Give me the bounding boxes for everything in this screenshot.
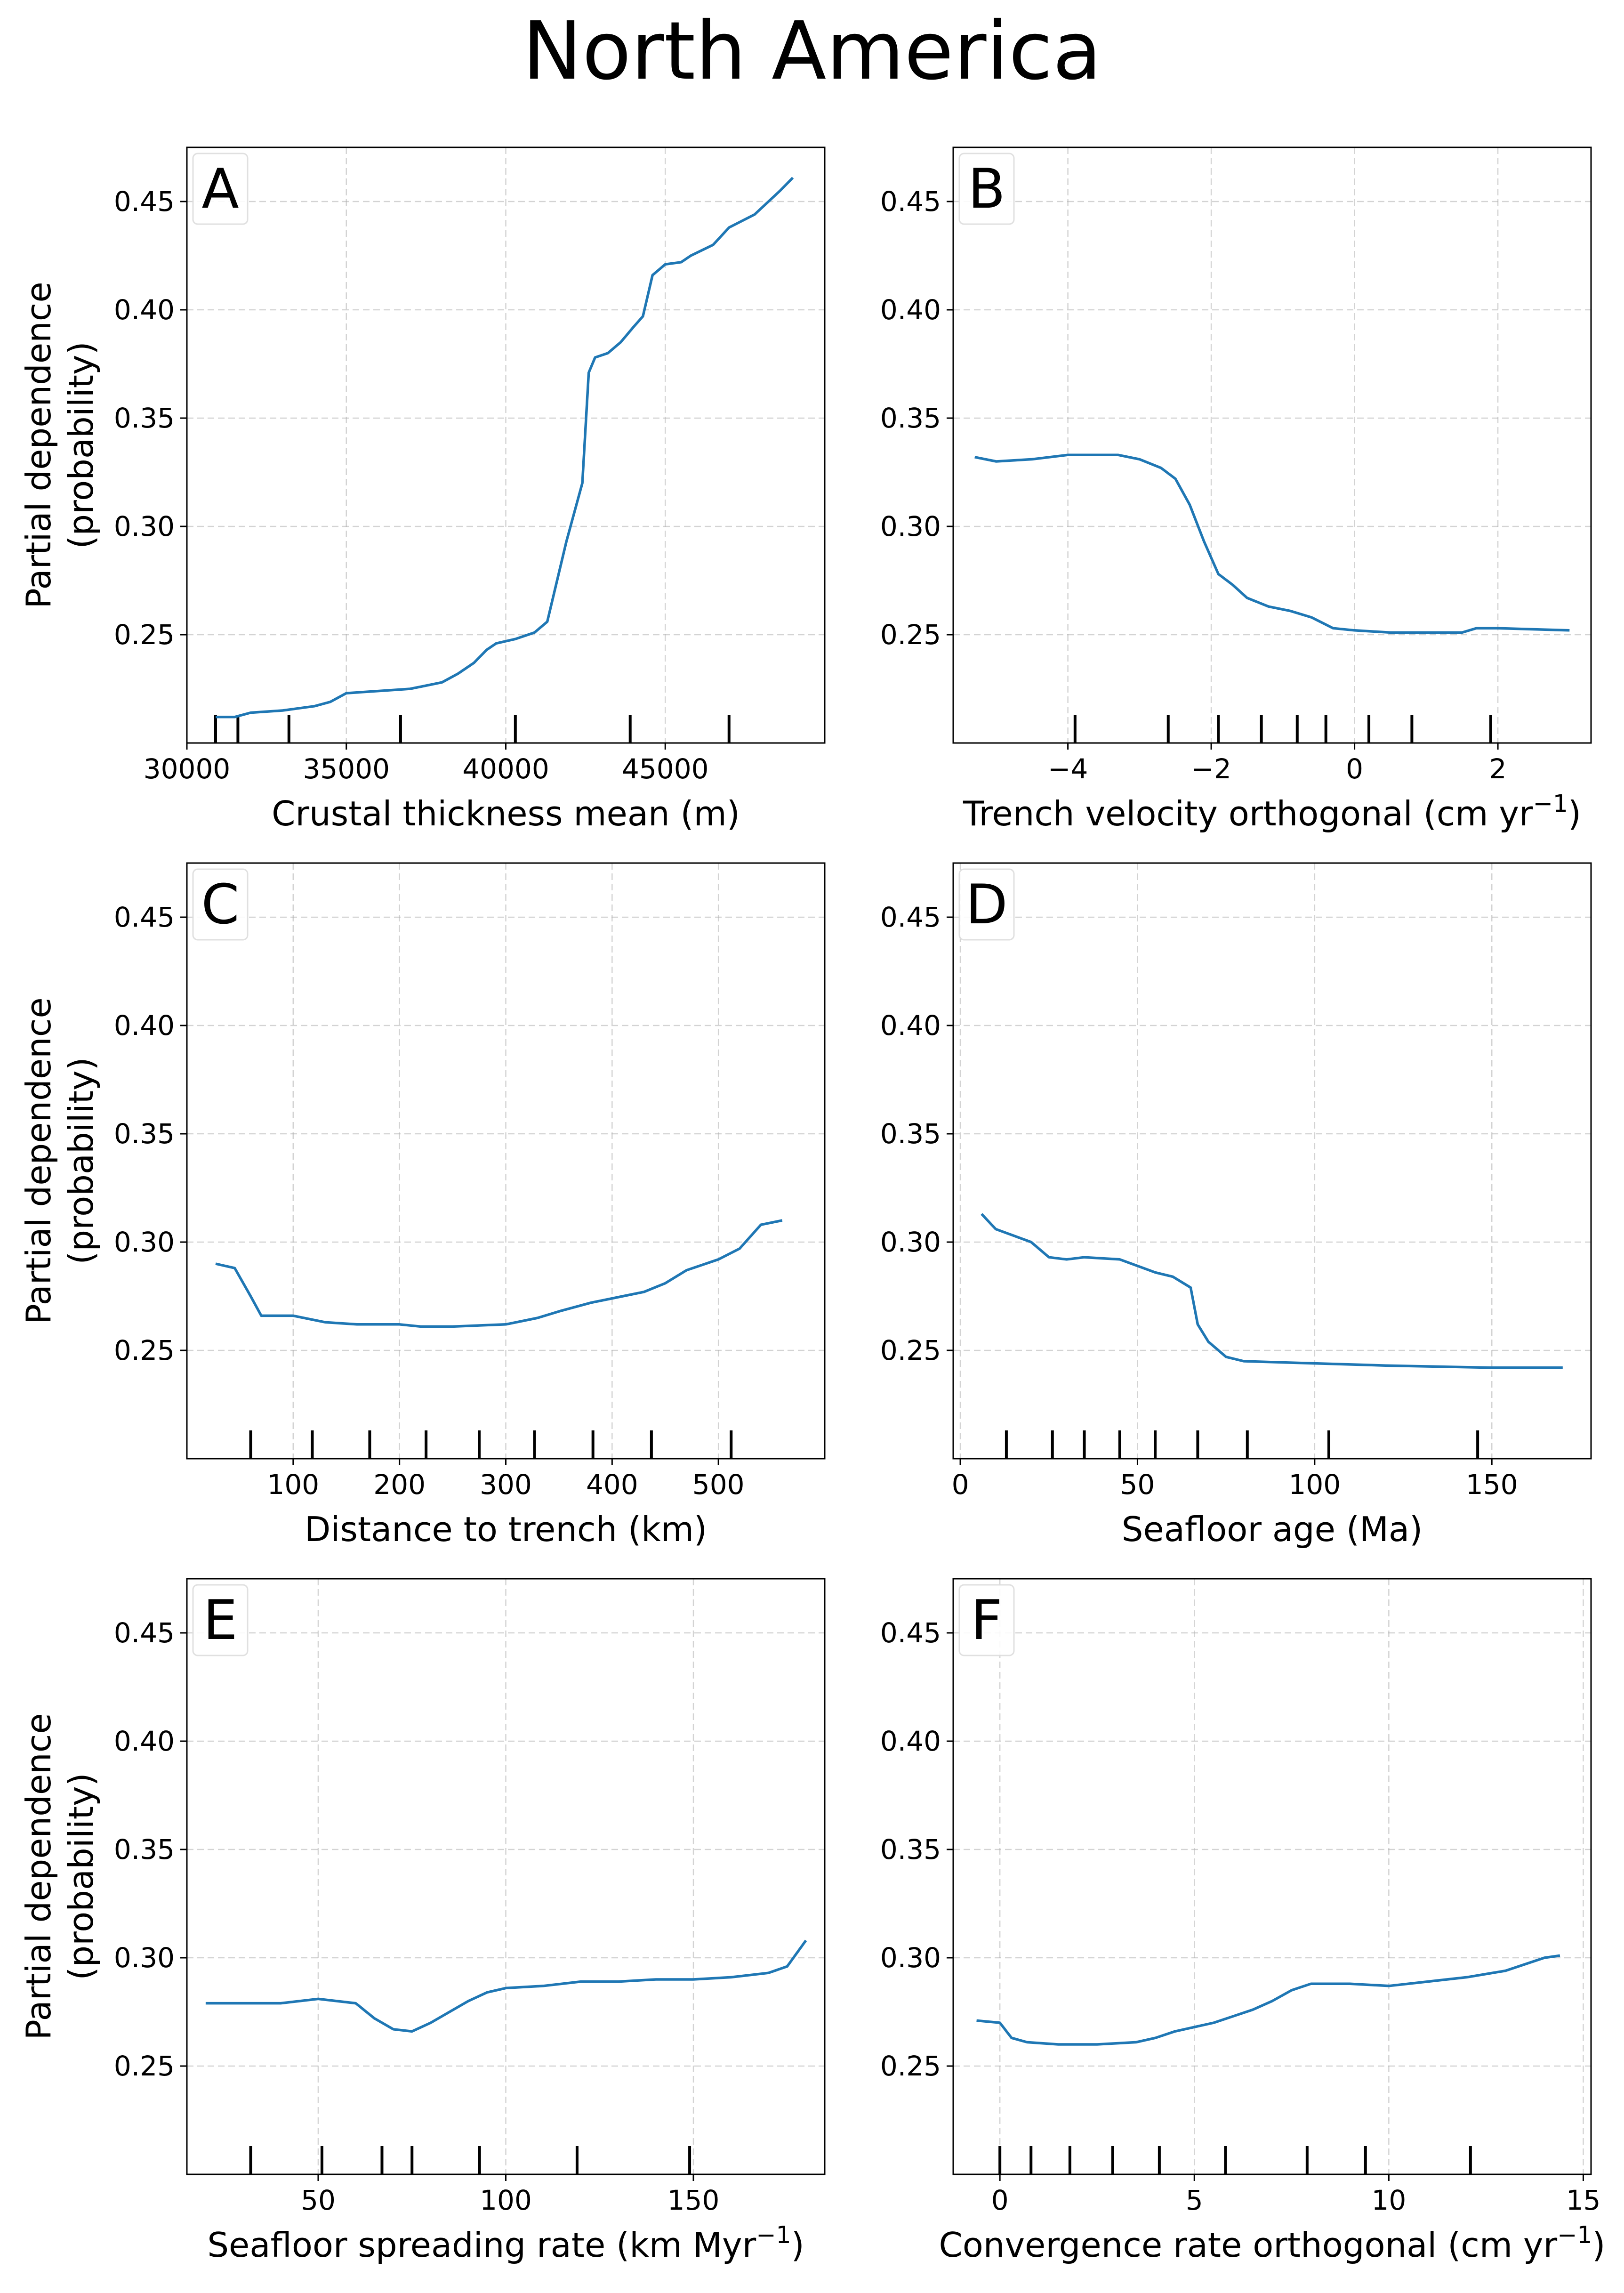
x-tick-label: 2: [1489, 753, 1507, 785]
x-tick-label: −2: [1191, 753, 1231, 785]
y-axis-label: Partial dependence(probability): [19, 282, 101, 608]
series-line: [215, 1219, 783, 1328]
y-tick-label: 0.25: [114, 1334, 175, 1366]
panel-f: 0 5 10 15 0.25 0.30 0.35 0.40 0.45 F Convergence r…: [880, 1578, 1606, 2265]
series-line: [981, 1213, 1563, 1369]
panel-e: 50 100 150 0.25 0.30 0.35 0.40 0.45 E Seafloor sp…: [19, 1578, 826, 2265]
x-tick-label: 150: [667, 2184, 720, 2216]
y-tick-label: 0.45: [114, 1617, 175, 1649]
y-tick-label: 0.45: [880, 186, 941, 218]
y-tick-label: 0.45: [114, 186, 175, 218]
y-tick-label: 0.30: [114, 510, 175, 542]
figure-title: North America: [522, 5, 1102, 98]
y-tick-label: 0.30: [114, 1226, 175, 1258]
panel-letter: B: [968, 157, 1005, 221]
y-axis-label: Partial dependence(probability): [19, 997, 101, 1324]
x-tick-label: 100: [1288, 1469, 1341, 1501]
y-tick-label: 0.30: [880, 510, 941, 542]
y-tick-label: 0.40: [880, 1009, 941, 1042]
series-line: [205, 1939, 807, 2033]
series-line: [974, 453, 1570, 634]
x-tick-label: 100: [267, 1469, 319, 1501]
panel-letter: C: [201, 873, 240, 937]
x-tick-label: 35000: [303, 753, 390, 785]
x-axis-label: Trench velocity orthogonal (cm yr−1): [963, 790, 1581, 834]
x-tick-label: 45000: [622, 753, 709, 785]
y-tick-label: 0.30: [114, 1942, 175, 1974]
y-tick-label: 0.35: [114, 1833, 175, 1865]
y-tick-label: 0.25: [880, 2050, 941, 2082]
y-tick-label: 0.30: [880, 1226, 941, 1258]
series-line: [976, 1954, 1560, 2046]
panel-b: −4 −2 0 2 0.25 0.30 0.35 0.40 0.45 B Trench veloci…: [880, 146, 1592, 834]
y-tick-label: 0.35: [880, 402, 941, 434]
y-tick-label: 0.35: [880, 1118, 941, 1150]
x-tick-label: 150: [1466, 1469, 1518, 1501]
panel-letter: F: [971, 1589, 1003, 1652]
x-tick-label: 0: [952, 1469, 969, 1501]
panel-letter: D: [965, 873, 1007, 937]
x-tick-label: 0: [991, 2184, 1009, 2216]
panel-d: 0 50 100 150 0.25 0.30 0.35 0.40 0.45 D Seafloor a…: [880, 862, 1592, 1549]
panel-c: 100 200 300 400 500 0.25 0.30 0.35 0.40 0.45 C Dist…: [19, 862, 826, 1549]
x-tick-label: 15: [1566, 2184, 1601, 2216]
panel-letter-box: [192, 153, 249, 225]
panel-letter-box: [192, 868, 249, 941]
y-tick-label: 0.25: [880, 1334, 941, 1366]
y-tick-label: 0.40: [880, 1725, 941, 1757]
y-tick-label: 0.40: [114, 1725, 175, 1757]
panel-letter-box: [958, 868, 1015, 941]
x-tick-label: 50: [1120, 1469, 1155, 1501]
panel-letter-box: [958, 1584, 1015, 1656]
x-axis-label: Convergence rate orthogonal (cm yr−1): [939, 2221, 1605, 2265]
x-axis-label: Seafloor age (Ma): [1122, 1510, 1423, 1549]
y-tick-label: 0.35: [114, 1118, 175, 1150]
y-tick-label: 0.25: [114, 2050, 175, 2082]
y-tick-label: 0.30: [880, 1942, 941, 1974]
axes-frame: [952, 146, 1592, 744]
y-tick-label: 0.25: [880, 619, 941, 651]
x-tick-label: 100: [480, 2184, 532, 2216]
x-tick-label: 30000: [144, 753, 231, 785]
y-tick-label: 0.40: [114, 1009, 175, 1042]
x-tick-label: 40000: [462, 753, 549, 785]
x-tick-label: −4: [1048, 753, 1088, 785]
panel-letter: E: [203, 1589, 237, 1652]
axes-frame: [952, 1578, 1592, 2175]
x-tick-label: 300: [480, 1469, 532, 1501]
y-tick-label: 0.45: [880, 901, 941, 933]
panel-letter: A: [201, 157, 239, 221]
x-tick-label: 200: [373, 1469, 426, 1501]
panel-a: 30000 35000 40000 45000 0.25 0.30 0.35 0.40 0.45…: [19, 146, 826, 833]
panel-letter-box: [958, 153, 1015, 225]
panel-letter-box: [192, 1584, 249, 1656]
x-axis-label: Distance to trench (km): [305, 1510, 707, 1549]
y-axis-label: Partial dependence(probability): [19, 1713, 101, 2040]
x-tick-label: 500: [692, 1469, 745, 1501]
y-tick-label: 0.45: [114, 901, 175, 933]
x-tick-label: 10: [1371, 2184, 1406, 2216]
y-tick-label: 0.25: [114, 619, 175, 651]
y-tick-label: 0.35: [880, 1833, 941, 1865]
x-axis-label: Seafloor spreading rate (km Myr−1): [207, 2221, 804, 2265]
axes-frame: [952, 862, 1592, 1460]
x-tick-label: 400: [586, 1469, 638, 1501]
y-tick-label: 0.45: [880, 1617, 941, 1649]
y-tick-label: 0.40: [114, 294, 175, 326]
y-tick-label: 0.35: [114, 402, 175, 434]
x-tick-label: 5: [1186, 2184, 1203, 2216]
series-line: [216, 177, 794, 719]
x-axis-label: Crustal thickness mean (m): [272, 794, 740, 833]
y-tick-label: 0.40: [880, 294, 941, 326]
x-tick-label: 0: [1346, 753, 1363, 785]
x-tick-label: 50: [301, 2184, 336, 2216]
